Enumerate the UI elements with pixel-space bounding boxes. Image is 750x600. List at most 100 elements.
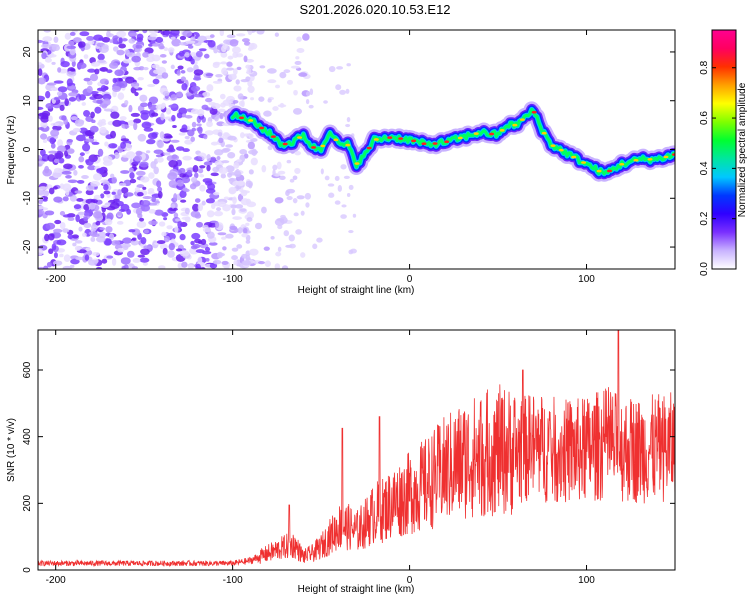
noise-blob xyxy=(52,186,58,190)
noise-blob xyxy=(63,254,71,262)
noise-blob xyxy=(76,179,85,184)
noise-blob xyxy=(38,95,45,102)
noise-blob xyxy=(38,61,42,66)
noise-blob xyxy=(112,46,119,52)
noise-blob xyxy=(70,116,78,121)
noise-blob xyxy=(231,46,241,54)
ridge-peak xyxy=(457,136,463,140)
noise-blob xyxy=(44,165,50,174)
noise-blob xyxy=(245,76,251,82)
noise-blob xyxy=(247,141,256,150)
noise-blob xyxy=(75,214,80,223)
noise-blob xyxy=(120,170,130,174)
noise-blob xyxy=(116,49,125,56)
noise-blob xyxy=(178,167,186,174)
colorbar-label: Normalized spectral amplitude xyxy=(737,82,748,217)
noise-blob xyxy=(99,66,109,72)
noise-blob xyxy=(308,104,314,109)
noise-blob xyxy=(53,252,58,259)
noise-blob xyxy=(42,139,48,143)
noise-blob xyxy=(133,122,138,131)
noise-blob xyxy=(61,170,72,175)
noise-blob xyxy=(206,164,211,172)
noise-blob xyxy=(81,102,87,106)
noise-blob xyxy=(57,67,62,73)
noise-blob xyxy=(64,98,69,107)
ridge-peak xyxy=(671,153,675,156)
noise-blob xyxy=(74,245,81,251)
noise-blob xyxy=(103,184,109,191)
ridge-peak xyxy=(366,146,372,150)
noise-blob xyxy=(88,202,96,210)
noise-blob xyxy=(245,239,251,244)
noise-blob xyxy=(236,66,242,71)
noise-blob xyxy=(63,163,73,170)
noise-blob xyxy=(286,195,293,201)
noise-blob xyxy=(226,61,233,67)
noise-blob xyxy=(203,53,210,59)
noise-blob xyxy=(195,50,203,58)
noise-blob xyxy=(44,233,50,242)
noise-blob xyxy=(73,204,82,210)
noise-blob xyxy=(279,71,287,79)
noise-blob xyxy=(237,227,243,234)
noise-blob xyxy=(143,66,149,71)
noise-blob xyxy=(232,52,239,58)
snr-x-tick-label: 100 xyxy=(578,575,595,586)
noise-blob xyxy=(172,124,177,129)
noise-blob xyxy=(53,196,63,203)
noise-blob xyxy=(111,191,116,195)
noise-blob xyxy=(130,112,140,117)
ridge-peak xyxy=(550,144,556,147)
noise-blob xyxy=(167,47,175,53)
noise-blob xyxy=(228,187,237,195)
noise-blob xyxy=(145,150,151,154)
noise-blob xyxy=(128,32,138,37)
ridge-peak xyxy=(248,119,254,122)
noise-blob xyxy=(95,221,101,226)
noise-blob xyxy=(94,68,100,75)
noise-blob xyxy=(112,85,121,93)
noise-blob xyxy=(148,53,155,58)
noise-blob xyxy=(170,64,175,70)
snr-x-tick-label: -100 xyxy=(223,575,243,586)
noise-blob xyxy=(114,69,124,77)
noise-blob xyxy=(50,122,60,127)
noise-blob xyxy=(195,249,205,254)
noise-blob xyxy=(245,198,251,205)
noise-blob xyxy=(294,150,302,156)
noise-blob xyxy=(148,208,156,214)
noise-blob xyxy=(165,108,172,115)
noise-blob xyxy=(68,92,78,97)
noise-blob xyxy=(222,246,227,251)
noise-blob xyxy=(81,232,87,237)
noise-blob xyxy=(147,83,156,88)
noise-blob xyxy=(78,156,85,163)
noise-blob xyxy=(243,133,251,137)
noise-blob xyxy=(106,31,111,38)
noise-blob xyxy=(283,69,291,74)
noise-blob xyxy=(56,239,67,246)
noise-blob xyxy=(124,192,134,197)
noise-blob xyxy=(85,185,95,191)
noise-blob xyxy=(187,129,195,137)
noise-blob xyxy=(108,143,118,149)
ridge-peak xyxy=(531,110,537,114)
noise-blob xyxy=(51,243,57,251)
noise-blob xyxy=(202,91,211,98)
noise-blob xyxy=(218,167,228,175)
noise-blob xyxy=(131,237,137,241)
noise-blob xyxy=(190,58,195,65)
noise-blob xyxy=(50,129,60,137)
noise-blob xyxy=(163,152,171,156)
noise-blob xyxy=(213,201,221,207)
noise-blob xyxy=(43,30,52,33)
noise-blob xyxy=(52,170,62,179)
noise-blob xyxy=(259,65,266,69)
noise-blob xyxy=(170,94,178,101)
noise-blob xyxy=(154,209,164,216)
noise-blob xyxy=(173,193,178,201)
noise-blob xyxy=(99,103,109,108)
noise-blob xyxy=(346,193,351,198)
noise-blob xyxy=(193,69,204,76)
